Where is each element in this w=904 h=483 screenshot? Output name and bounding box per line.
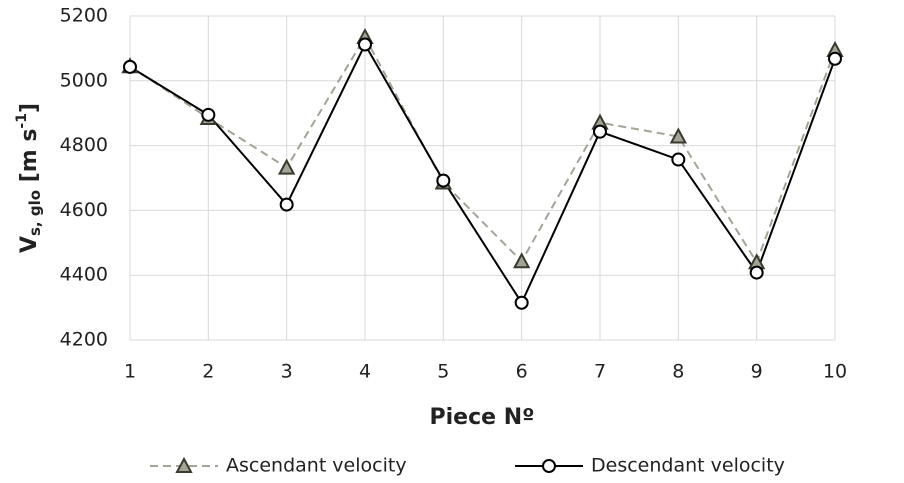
x-tick-label: 5 — [437, 361, 449, 383]
y-axis-title: Vs, glo [m s-1] — [14, 103, 44, 253]
data-point — [749, 265, 764, 280]
data-point — [669, 127, 688, 144]
data-point — [436, 173, 451, 188]
y-title-part: ] — [17, 103, 42, 113]
x-tick-label: 3 — [281, 361, 293, 383]
y-tick-label: 5200 — [60, 5, 108, 27]
data-point — [593, 124, 607, 139]
y-tick-label: 5000 — [60, 69, 108, 91]
x-tick-label: 1 — [124, 361, 136, 383]
y-tick-label: 4600 — [60, 199, 108, 221]
data-point — [123, 59, 137, 74]
y-title-sup: -1 — [14, 113, 30, 129]
x-tick-label: 6 — [516, 361, 528, 383]
data-point — [514, 295, 529, 310]
data-point — [201, 107, 216, 122]
data-point — [358, 37, 372, 52]
x-tick-label: 9 — [751, 361, 763, 383]
x-tick-label: 4 — [359, 361, 371, 383]
y-title-part: V — [17, 236, 42, 253]
data-point — [828, 51, 842, 66]
data-point — [277, 158, 296, 175]
y-tick-label: 4800 — [60, 134, 108, 156]
x-tick-label: 10 — [823, 361, 847, 383]
y-title-part: [m s — [17, 129, 42, 190]
y-tick-label: 4400 — [60, 264, 108, 286]
y-title-sub: s, glo — [26, 190, 44, 236]
data-point — [512, 252, 531, 269]
legend-label: Ascendant velocity — [226, 455, 407, 477]
series-line — [129, 35, 836, 265]
legend-marker — [542, 459, 556, 473]
data-point — [279, 197, 294, 212]
data-point — [671, 152, 686, 167]
y-tick-label: 4200 — [60, 329, 108, 351]
series-line — [129, 42, 836, 305]
x-tick-label: 2 — [202, 361, 214, 383]
legend-label: Descendant velocity — [591, 455, 785, 477]
x-axis-title: Piece Nº — [429, 405, 534, 430]
legend-marker — [175, 456, 193, 473]
x-tick-label: 7 — [594, 361, 606, 383]
x-tick-label: 8 — [672, 361, 684, 383]
